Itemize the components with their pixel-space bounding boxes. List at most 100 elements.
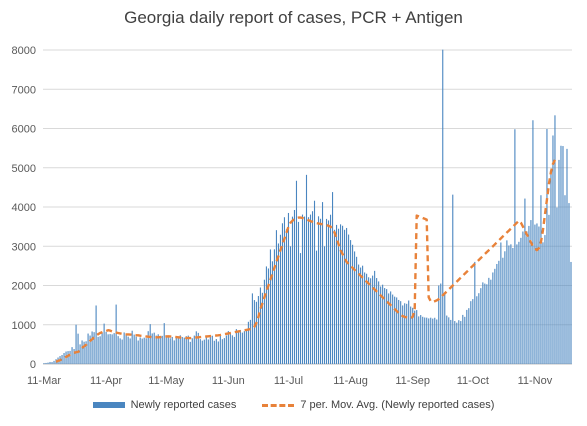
bar — [412, 307, 414, 364]
bar — [325, 218, 328, 364]
bar — [47, 362, 49, 364]
bar — [390, 291, 392, 364]
bar — [404, 303, 406, 364]
bar — [97, 336, 99, 364]
bar — [83, 341, 85, 364]
y-tick-label: 6000 — [12, 124, 36, 136]
bar — [233, 336, 235, 364]
chart-title: Georgia daily report of cases, PCR + Ant… — [124, 8, 463, 27]
bar — [269, 249, 271, 364]
bar — [287, 212, 290, 364]
bar — [512, 248, 514, 364]
bar — [63, 353, 65, 364]
y-tick-label: 3000 — [12, 241, 36, 253]
legend-swatch-moving-average — [262, 403, 295, 407]
bar — [215, 339, 217, 364]
bar — [243, 331, 245, 364]
y-tick-label: 5000 — [12, 163, 36, 175]
bar — [187, 335, 189, 364]
bar — [488, 277, 490, 364]
legend-swatch-cases — [92, 402, 125, 408]
bar — [113, 333, 115, 364]
bar — [552, 135, 554, 364]
bar — [478, 293, 480, 364]
bar — [281, 223, 284, 364]
y-tick-label: 7000 — [12, 84, 36, 96]
bar — [384, 288, 386, 364]
bar — [342, 225, 344, 364]
bar — [414, 310, 416, 364]
bar — [165, 335, 167, 364]
bar — [53, 360, 55, 364]
bar — [87, 333, 89, 364]
x-tick-label: 11-May — [148, 375, 184, 387]
bar — [49, 361, 51, 364]
bar — [139, 337, 141, 364]
bar — [231, 335, 233, 364]
bar — [566, 148, 568, 364]
bar — [327, 220, 330, 364]
bar — [69, 350, 71, 364]
bar — [229, 332, 231, 364]
bar — [85, 341, 87, 364]
bar — [149, 324, 151, 364]
bar — [372, 275, 374, 364]
bar — [137, 340, 139, 364]
bar — [147, 331, 149, 364]
bar — [362, 265, 364, 364]
bar — [247, 321, 249, 364]
bar — [386, 289, 388, 364]
bar — [93, 332, 95, 364]
bar — [235, 329, 237, 364]
bar — [464, 316, 466, 364]
bar — [388, 293, 390, 364]
bar — [125, 333, 127, 364]
bar — [466, 309, 468, 364]
bar — [89, 335, 91, 364]
bar — [163, 323, 165, 364]
bar — [450, 319, 452, 364]
bar — [392, 294, 394, 364]
bar — [432, 318, 434, 364]
bar — [267, 268, 269, 364]
bar — [249, 319, 251, 364]
bar — [428, 318, 430, 364]
bar — [297, 221, 300, 364]
bar — [370, 278, 372, 364]
bar — [239, 330, 241, 364]
legend-item-cases: Newly reported cases — [92, 399, 236, 411]
bar — [251, 293, 253, 364]
bar — [185, 336, 187, 364]
bar — [356, 256, 358, 364]
bar — [526, 231, 528, 364]
bar — [173, 340, 175, 364]
bar — [460, 321, 462, 364]
bar — [45, 362, 47, 364]
bar — [275, 230, 277, 364]
bar — [360, 267, 362, 364]
bar — [131, 330, 133, 364]
bar — [261, 292, 263, 364]
bar — [422, 316, 424, 364]
moving-average-line — [55, 159, 557, 363]
bar — [299, 253, 302, 364]
bar — [107, 334, 109, 364]
x-tick-label: 11-Mar — [27, 375, 61, 387]
bar — [321, 202, 324, 364]
bar — [454, 321, 456, 364]
bar — [522, 231, 524, 364]
bar — [420, 315, 422, 364]
bar — [528, 225, 530, 364]
x-tick-label: 11-Sep — [395, 375, 430, 387]
bar — [181, 336, 183, 364]
bar — [195, 331, 197, 364]
bar — [496, 263, 498, 364]
bar — [556, 207, 558, 364]
bar — [472, 299, 474, 364]
bar — [71, 347, 73, 364]
bar — [311, 211, 314, 364]
bar — [456, 322, 458, 364]
x-tick-label: 11-Oct — [457, 375, 489, 387]
bar — [418, 316, 420, 364]
bar — [91, 331, 93, 364]
